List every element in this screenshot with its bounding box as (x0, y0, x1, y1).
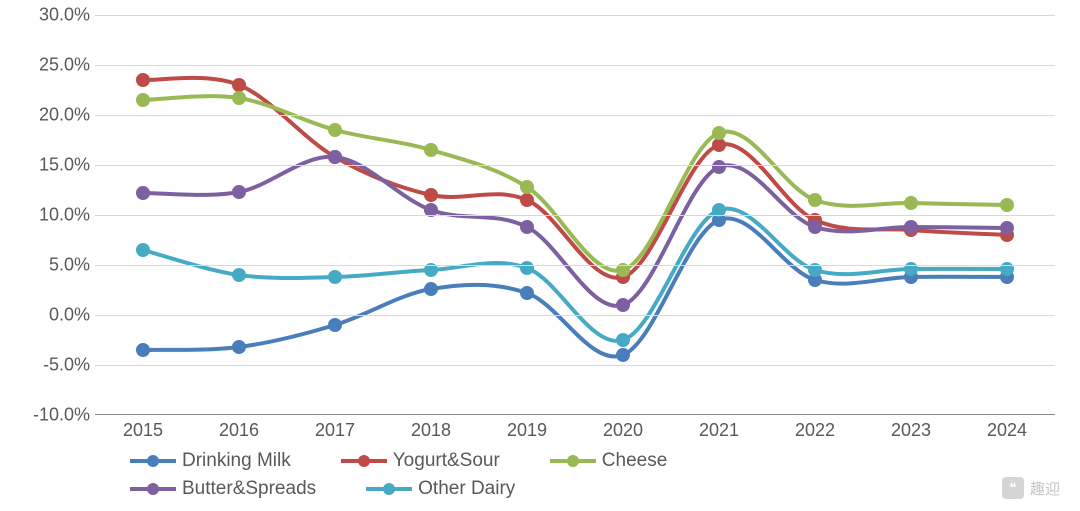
legend-label: Drinking Milk (182, 450, 291, 472)
series-marker-other_dairy (521, 262, 533, 274)
series-marker-yogurt_sour (233, 79, 245, 91)
legend-item-butter_spreads: Butter&Spreads (130, 478, 316, 500)
wechat-icon: ❝ (1002, 477, 1024, 499)
legend-item-drinking_milk: Drinking Milk (130, 450, 291, 472)
series-marker-drinking_milk (425, 283, 437, 295)
series-marker-cheese (1001, 199, 1013, 211)
y-tick-label: 25.0% (10, 55, 90, 76)
legend-swatch (130, 480, 176, 498)
x-tick-label: 2020 (575, 420, 671, 441)
y-tick-label: -5.0% (10, 355, 90, 376)
series-marker-butter_spreads (809, 221, 821, 233)
gridline (95, 115, 1055, 116)
series-marker-cheese (521, 181, 533, 193)
series-marker-cheese (425, 144, 437, 156)
series-marker-drinking_milk (137, 344, 149, 356)
series-marker-butter_spreads (617, 299, 629, 311)
series-marker-drinking_milk (617, 349, 629, 361)
legend-marker-icon (147, 455, 159, 467)
legend-label: Other Dairy (418, 478, 515, 500)
legend-item-cheese: Cheese (550, 450, 668, 472)
series-marker-drinking_milk (329, 319, 341, 331)
x-tick-label: 2016 (191, 420, 287, 441)
gridline (95, 65, 1055, 66)
legend-label: Butter&Spreads (182, 478, 316, 500)
series-marker-butter_spreads (329, 151, 341, 163)
gridline (95, 165, 1055, 166)
series-marker-yogurt_sour (713, 139, 725, 151)
series-marker-butter_spreads (1001, 222, 1013, 234)
legend-row: Drinking Milk Yogurt&Sour Cheese (130, 450, 950, 472)
series-marker-yogurt_sour (425, 189, 437, 201)
x-tick-label: 2023 (863, 420, 959, 441)
x-tick-label: 2018 (383, 420, 479, 441)
series-marker-yogurt_sour (521, 194, 533, 206)
legend-swatch (130, 452, 176, 470)
series-marker-cheese (329, 124, 341, 136)
gridline (95, 265, 1055, 266)
series-marker-butter_spreads (233, 186, 245, 198)
watermark: ❝ 趣迎 (1002, 477, 1060, 499)
x-tick-label: 2017 (287, 420, 383, 441)
y-tick-label: 20.0% (10, 105, 90, 126)
legend-swatch (366, 480, 412, 498)
legend: Drinking Milk Yogurt&Sour Cheese Butter&Spr… (130, 450, 950, 506)
legend-marker-icon (358, 455, 370, 467)
series-marker-cheese (233, 92, 245, 104)
series-marker-butter_spreads (137, 187, 149, 199)
legend-marker-icon (147, 483, 159, 495)
y-tick-label: 5.0% (10, 255, 90, 276)
y-tick-label: -10.0% (10, 405, 90, 426)
legend-swatch (550, 452, 596, 470)
x-tick-label: 2015 (95, 420, 191, 441)
x-tick-label: 2022 (767, 420, 863, 441)
legend-item-other_dairy: Other Dairy (366, 478, 515, 500)
series-marker-cheese (809, 194, 821, 206)
series-marker-other_dairy (329, 271, 341, 283)
x-tick-label: 2019 (479, 420, 575, 441)
plot-area (95, 15, 1055, 415)
gridline (95, 15, 1055, 16)
legend-marker-icon (567, 455, 579, 467)
series-marker-other_dairy (233, 269, 245, 281)
series-marker-butter_spreads (521, 221, 533, 233)
series-marker-yogurt_sour (137, 74, 149, 86)
series-marker-butter_spreads (713, 161, 725, 173)
legend-row: Butter&Spreads Other Dairy (130, 478, 950, 500)
legend-swatch (341, 452, 387, 470)
y-tick-label: 10.0% (10, 205, 90, 226)
series-marker-drinking_milk (521, 287, 533, 299)
gridline (95, 365, 1055, 366)
legend-label: Yogurt&Sour (393, 450, 500, 472)
series-marker-cheese (137, 94, 149, 106)
series-marker-cheese (905, 197, 917, 209)
series-marker-cheese (713, 127, 725, 139)
series-marker-drinking_milk (233, 341, 245, 353)
y-tick-label: 15.0% (10, 155, 90, 176)
watermark-text: 趣迎 (1030, 478, 1060, 499)
legend-label: Cheese (602, 450, 668, 472)
series-marker-butter_spreads (905, 221, 917, 233)
y-tick-label: 30.0% (10, 5, 90, 26)
series-marker-other_dairy (137, 244, 149, 256)
legend-marker-icon (383, 483, 395, 495)
series-marker-other_dairy (617, 334, 629, 346)
dairy-growth-chart: -10.0% -5.0% 0.0% 5.0% 10.0% 15.0% 20.0% 25.0% 3… (0, 0, 1080, 511)
x-tick-label: 2021 (671, 420, 767, 441)
legend-item-yogurt_sour: Yogurt&Sour (341, 450, 500, 472)
x-tick-label: 2024 (959, 420, 1055, 441)
gridline (95, 215, 1055, 216)
gridline (95, 315, 1055, 316)
y-tick-label: 0.0% (10, 305, 90, 326)
